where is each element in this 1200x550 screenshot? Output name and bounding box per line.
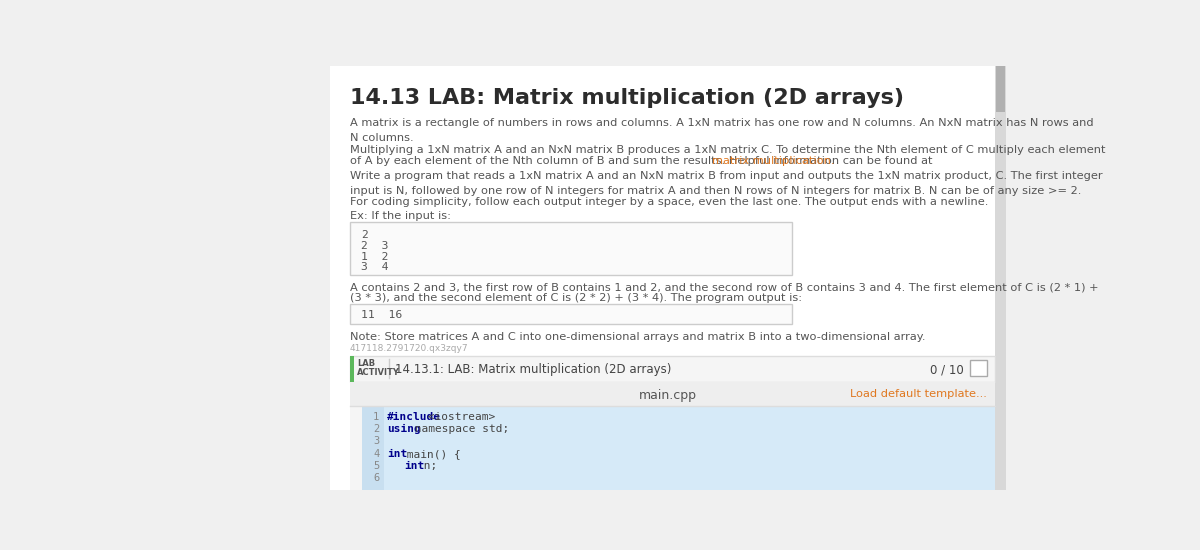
Text: 2: 2 xyxy=(373,424,379,434)
Text: A matrix is a rectangle of numbers in rows and columns. A 1xN matrix has one row: A matrix is a rectangle of numbers in ro… xyxy=(350,118,1093,143)
Text: 3  4: 3 4 xyxy=(361,262,389,272)
Bar xyxy=(350,382,995,405)
Bar xyxy=(995,66,1006,490)
Text: Load default template...: Load default template... xyxy=(850,389,986,399)
Text: matrix multiplication.: matrix multiplication. xyxy=(712,156,834,166)
Bar xyxy=(995,66,1080,490)
Text: n;: n; xyxy=(416,461,437,471)
Text: 1  2: 1 2 xyxy=(361,251,389,262)
Bar xyxy=(350,355,995,382)
Bar xyxy=(996,66,1004,112)
Text: #include: #include xyxy=(388,412,442,422)
Text: 417118.2791720.qx3zqy7: 417118.2791720.qx3zqy7 xyxy=(350,344,468,353)
Text: ACTIVITY: ACTIVITY xyxy=(356,368,400,377)
Bar xyxy=(150,66,330,490)
Bar xyxy=(350,355,354,382)
Text: 0 / 10: 0 / 10 xyxy=(930,363,964,376)
Text: Write a program that reads a 1xN matrix A and an NxN matrix B from input and out: Write a program that reads a 1xN matrix … xyxy=(350,170,1103,195)
Text: 6: 6 xyxy=(373,474,379,483)
Text: Note: Store matrices A and C into one-dimensional arrays and matrix B into a two: Note: Store matrices A and C into one-di… xyxy=(350,332,925,343)
Text: 14.13 LAB: Matrix multiplication (2D arrays): 14.13 LAB: Matrix multiplication (2D arr… xyxy=(350,87,904,108)
Bar xyxy=(350,382,995,490)
Text: main.cpp: main.cpp xyxy=(638,389,697,402)
Text: A contains 2 and 3, the first row of B contains 1 and 2, and the second row of B: A contains 2 and 3, the first row of B c… xyxy=(350,282,1098,293)
Text: 3: 3 xyxy=(373,436,379,447)
Text: (3 * 3), and the second element of C is (2 * 2) + (3 * 4). The program output is: (3 * 3), and the second element of C is … xyxy=(350,293,802,303)
Text: LAB: LAB xyxy=(356,359,376,369)
FancyBboxPatch shape xyxy=(970,360,986,376)
Text: Multiplying a 1xN matrix A and an NxN matrix B produces a 1xN matrix C. To deter: Multiplying a 1xN matrix A and an NxN ma… xyxy=(350,145,1105,155)
Text: int: int xyxy=(404,461,425,471)
Text: 2  3: 2 3 xyxy=(361,241,389,251)
Bar xyxy=(362,406,995,490)
FancyBboxPatch shape xyxy=(350,304,792,324)
FancyBboxPatch shape xyxy=(350,222,792,274)
Text: namespace std;: namespace std; xyxy=(408,424,510,434)
Bar xyxy=(362,406,384,490)
Text: of A by each element of the Nth column of B and sum the results. Helpful informa: of A by each element of the Nth column o… xyxy=(350,156,936,166)
Text: using: using xyxy=(388,424,421,434)
Text: int: int xyxy=(388,449,408,459)
Text: 14.13.1: LAB: Matrix multiplication (2D arrays): 14.13.1: LAB: Matrix multiplication (2D … xyxy=(395,363,671,376)
Text: <iostream>: <iostream> xyxy=(421,412,496,422)
Text: 11  16: 11 16 xyxy=(361,310,402,320)
Text: 5: 5 xyxy=(373,461,379,471)
Text: Ex: If the input is:: Ex: If the input is: xyxy=(350,211,451,221)
Bar xyxy=(330,66,995,490)
Text: 4: 4 xyxy=(373,449,379,459)
Text: For coding simplicity, follow each output integer by a space, even the last one.: For coding simplicity, follow each outpu… xyxy=(350,197,989,207)
Text: main() {: main() { xyxy=(400,449,461,459)
Text: 2: 2 xyxy=(361,230,367,240)
Text: 1: 1 xyxy=(373,412,379,422)
